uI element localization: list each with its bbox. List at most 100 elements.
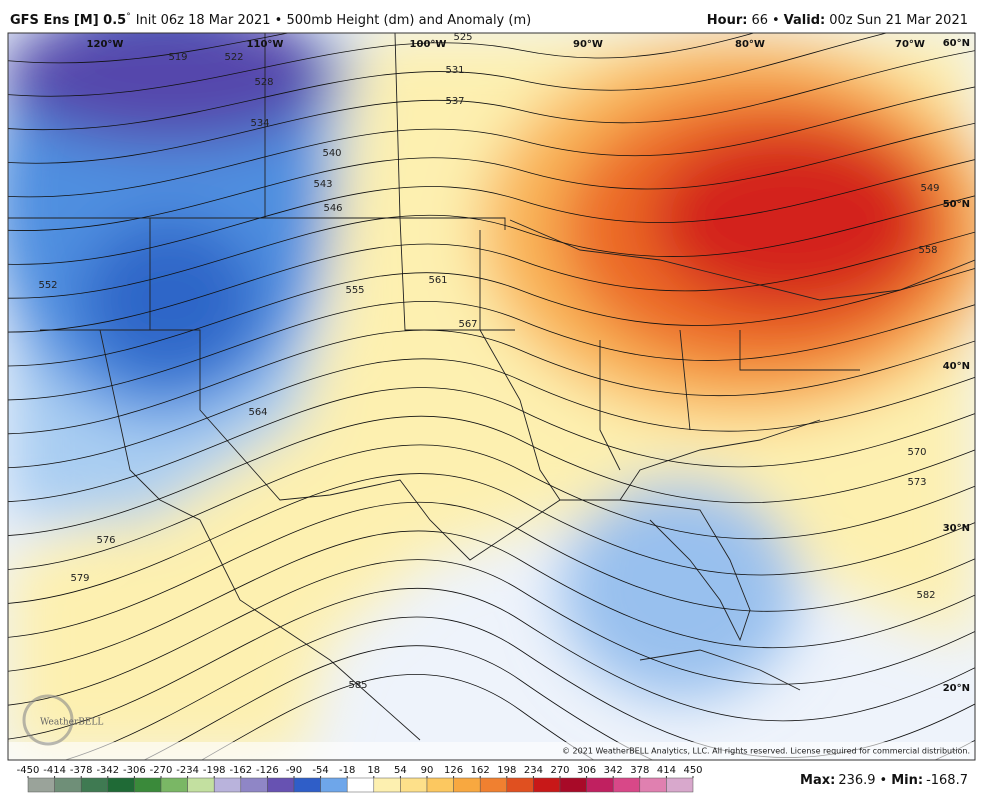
colorbar-tick-label: -378 — [70, 765, 93, 776]
max-label: Max: — [800, 773, 835, 788]
contour-line — [8, 33, 756, 97]
contour-line — [8, 33, 889, 131]
colorbar-segment — [453, 777, 481, 793]
colorbar-segment — [320, 777, 348, 793]
colorbar-tick-label: 234 — [524, 765, 543, 776]
valid-label: Valid: — [784, 13, 826, 28]
contour-label: 573 — [907, 477, 926, 488]
min: -168.7 — [926, 773, 968, 788]
colorbar-tick-label: 162 — [471, 765, 490, 776]
contour-line — [8, 86, 975, 198]
anomaly-field — [8, 33, 975, 760]
valid: 00z Sun 21 Mar 2021 — [829, 13, 968, 28]
colorbar: -450 -414 -378 -342 -306 -270 -234 -198 -162 -126… — [17, 765, 703, 793]
contour-line — [8, 329, 975, 435]
stats: Max: 236.9 • Min: -168.7 — [800, 773, 968, 788]
logo: WeatherBELL — [40, 718, 103, 728]
latitude-label: 40°N — [943, 361, 970, 372]
contour-line — [8, 33, 291, 64]
contour-label: 522 — [224, 52, 243, 63]
contour-line — [8, 301, 975, 401]
model: GFS Ens [M] 0.5 — [10, 13, 126, 28]
longitude-label: 100°W — [410, 39, 447, 50]
colorbar-tick-label: -270 — [150, 765, 173, 776]
colorbar-tick-label: 54 — [394, 765, 407, 776]
colorbar-tick-label: -54 — [312, 765, 328, 776]
colorbar-tick-label: 18 — [367, 765, 380, 776]
map-frame — [7, 32, 976, 761]
colorbar-segment — [533, 777, 561, 793]
colorbar-segment — [666, 777, 694, 793]
colorbar-tick-label: -162 — [229, 765, 252, 776]
contour-line — [8, 231, 975, 333]
contour-line — [8, 358, 975, 469]
colorbar-segment — [612, 777, 641, 793]
colorbar-tick-label: -18 — [339, 765, 355, 776]
colorbar-segment — [346, 777, 375, 793]
colorbar-segment — [506, 777, 534, 793]
colorbar-tick-label: 270 — [550, 765, 569, 776]
contour-label: 582 — [916, 590, 935, 601]
colorbar-tick-label: -306 — [123, 765, 146, 776]
copyright: © 2021 WeatherBELL Analytics, LLC. All r… — [562, 747, 970, 756]
contour-label: 579 — [70, 573, 89, 584]
contour-label: 570 — [907, 447, 926, 458]
contour-label: 585 — [348, 680, 367, 691]
contour-label: 561 — [428, 275, 447, 286]
contour-label: 531 — [445, 65, 464, 76]
colorbar-tick-label: -198 — [203, 765, 226, 776]
contour-line — [8, 415, 975, 536]
init: Init 06z 18 Mar 2021 • 500mb Height (dm)… — [136, 13, 531, 28]
contour-line — [8, 473, 975, 604]
colorbar-segment — [373, 777, 401, 793]
contour-label: 534 — [250, 118, 269, 129]
contour-label: 519 — [168, 52, 187, 63]
longitude-label: 80°W — [735, 39, 765, 50]
latitude-label: 20°N — [943, 683, 970, 694]
contour-line — [8, 501, 975, 638]
contour-label: 576 — [96, 535, 115, 546]
contour-line — [8, 387, 975, 502]
colorbar-tick-label: 90 — [421, 765, 434, 776]
min-label: Min: — [891, 773, 923, 788]
contour-label: 540 — [322, 148, 341, 159]
colorbar-segment — [267, 777, 295, 793]
longitude-label: 90°W — [573, 39, 603, 50]
hour-label: Hour: — [707, 13, 748, 28]
colorbar-tick-label: -450 — [17, 765, 40, 776]
contour-line — [8, 159, 975, 265]
contour-line — [8, 444, 975, 570]
contour-line — [8, 559, 975, 706]
colorbar-tick-label: 198 — [497, 765, 516, 776]
contour-label: 558 — [918, 245, 937, 256]
contour-label: 552 — [38, 280, 57, 291]
copyright-bg — [8, 742, 975, 760]
colorbar-tick-label: -234 — [176, 765, 199, 776]
contour-label: 546 — [323, 203, 342, 214]
longitude-label: 120°W — [87, 39, 124, 50]
colorbar-segment — [639, 777, 667, 793]
colorbar-tick-label: 126 — [444, 765, 463, 776]
colorbar-tick-label: -126 — [256, 765, 279, 776]
colorbar-segment — [293, 777, 321, 793]
contour-line — [8, 122, 975, 231]
contour-line — [8, 530, 975, 672]
colorbar-segment — [160, 777, 188, 793]
contour-line — [8, 268, 975, 367]
contour-label: 543 — [313, 179, 332, 190]
latitude-label: 30°N — [943, 523, 970, 534]
colorbar-segment — [187, 777, 215, 793]
contour-labels: 519 522 525 528 531 534 537 540 543 546 549 552 555 5… — [38, 33, 939, 691]
colorbar-segment — [107, 777, 135, 793]
colorbar-segment — [479, 777, 508, 793]
latitude-label: 60°N — [943, 38, 970, 49]
colorbar-segment — [559, 777, 587, 793]
longitude-label: 70°W — [895, 39, 925, 50]
contour-line — [200, 674, 595, 760]
header-title: GFS Ens [M] 0.5° Init 06z 18 Mar 2021 • 5… — [10, 12, 531, 28]
longitude-label: 110°W — [247, 39, 284, 50]
colorbar-tick-label: -342 — [96, 765, 119, 776]
contour-line — [8, 50, 975, 164]
